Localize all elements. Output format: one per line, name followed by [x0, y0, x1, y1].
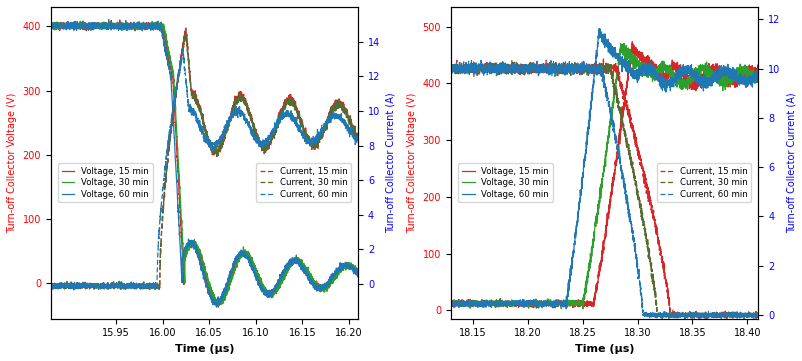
Legend: Current, 15 min, Current, 30 min, Current, 60 min: Current, 15 min, Current, 30 min, Curren…	[256, 163, 350, 202]
Legend: Current, 15 min, Current, 30 min, Current, 60 min: Current, 15 min, Current, 30 min, Curren…	[656, 163, 750, 202]
Y-axis label: Turn-off Collector Current (A): Turn-off Collector Current (A)	[386, 92, 395, 233]
X-axis label: Time (μs): Time (μs)	[175, 344, 234, 354]
Y-axis label: Turn-off Collector Voltage (V): Turn-off Collector Voltage (V)	[407, 93, 416, 233]
Y-axis label: Turn-off Collector Voltage (V): Turn-off Collector Voltage (V)	[7, 93, 17, 233]
X-axis label: Time (μs): Time (μs)	[574, 344, 634, 354]
Y-axis label: Turn-off Collector Current (A): Turn-off Collector Current (A)	[785, 92, 795, 233]
